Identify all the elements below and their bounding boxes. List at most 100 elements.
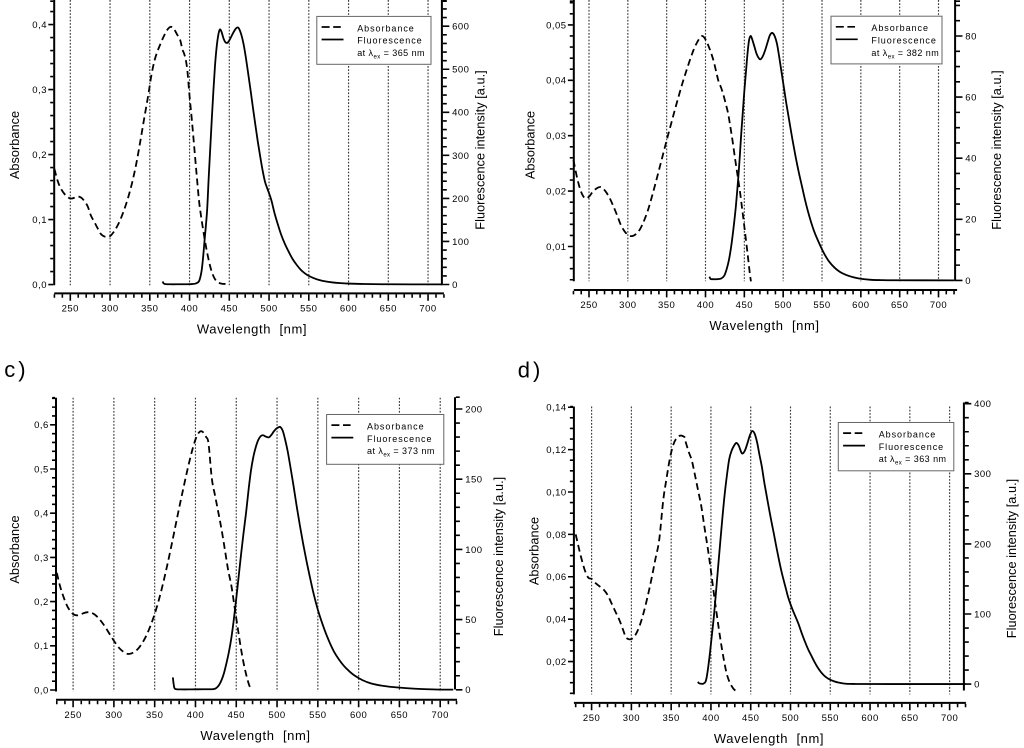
svg-text:Absorbance: Absorbance [879,430,937,440]
svg-text:700: 700 [419,304,436,315]
svg-text:100: 100 [452,237,469,248]
svg-text:350: 350 [662,713,679,724]
svg-text:550: 550 [822,713,839,724]
svg-text:50: 50 [465,615,477,626]
svg-text:450: 450 [228,710,245,721]
svg-text:200: 200 [974,539,991,550]
svg-text:450: 450 [221,304,238,315]
svg-text:0,3: 0,3 [32,85,47,96]
svg-text:500: 500 [774,300,791,311]
svg-text:600: 600 [350,710,367,721]
svg-text:650: 650 [901,713,918,724]
svg-text:0,0: 0,0 [32,280,47,291]
svg-text:Fluorescence intensity [a.u.]: Fluorescence intensity [a.u.] [990,70,1004,229]
svg-text:700: 700 [930,300,947,311]
svg-text:600: 600 [861,713,878,724]
svg-text:350: 350 [141,304,158,315]
svg-text:0,04: 0,04 [546,76,567,87]
svg-text:40: 40 [965,154,977,165]
svg-text:100: 100 [465,545,482,556]
svg-text:Wavelength [nm]: Wavelength [nm] [714,731,824,746]
svg-text:0: 0 [965,276,971,287]
svg-text:300: 300 [623,713,640,724]
svg-text:0,4: 0,4 [32,20,47,31]
svg-text:600: 600 [852,300,869,311]
svg-text:Absorbance: Absorbance [8,111,22,179]
svg-text:60: 60 [965,93,977,104]
svg-text:400: 400 [181,304,198,315]
svg-text:0,0: 0,0 [34,685,49,696]
svg-text:0,01: 0,01 [546,242,567,253]
svg-text:Absorbance: Absorbance [357,23,415,33]
svg-text:300: 300 [974,469,991,480]
svg-text:0,02: 0,02 [546,657,567,668]
svg-text:Fluorescence: Fluorescence [367,434,432,444]
svg-text:300: 300 [105,710,122,721]
svg-text:d): d) [518,358,544,383]
svg-text:0,08: 0,08 [546,530,567,541]
svg-text:600: 600 [340,304,357,315]
svg-text:Absorbance: Absorbance [367,422,425,432]
svg-text:0,05: 0,05 [546,20,567,31]
svg-text:250: 250 [64,710,81,721]
svg-text:350: 350 [146,710,163,721]
svg-text:Fluorescence: Fluorescence [879,442,944,452]
svg-text:250: 250 [62,304,79,315]
svg-text:Wavelength [nm]: Wavelength [nm] [197,322,307,337]
svg-text:20: 20 [965,215,977,226]
svg-text:0: 0 [465,685,471,696]
svg-text:700: 700 [941,713,958,724]
svg-text:550: 550 [309,710,326,721]
svg-text:0,5: 0,5 [34,464,49,475]
svg-text:c): c) [4,357,28,382]
svg-text:400: 400 [974,399,991,410]
svg-text:0,1: 0,1 [32,215,47,226]
svg-text:0,2: 0,2 [32,150,47,161]
svg-text:0: 0 [974,680,980,691]
svg-text:80: 80 [965,31,977,42]
svg-text:700: 700 [432,710,449,721]
svg-text:0,2: 0,2 [34,597,49,608]
svg-text:Absorbance: Absorbance [8,515,22,583]
svg-text:400: 400 [452,108,469,119]
svg-text:Absorbance: Absorbance [871,23,929,33]
svg-text:200: 200 [452,194,469,205]
svg-text:250: 250 [580,300,597,311]
svg-text:100: 100 [974,609,991,620]
svg-text:250: 250 [583,713,600,724]
svg-text:Fluorescence: Fluorescence [871,36,936,46]
svg-text:650: 650 [891,300,908,311]
svg-text:0,1: 0,1 [34,641,49,652]
svg-text:400: 400 [697,300,714,311]
svg-text:550: 550 [813,300,830,311]
svg-text:Wavelength [nm]: Wavelength [nm] [709,318,819,333]
svg-text:0,6: 0,6 [34,420,49,431]
svg-text:450: 450 [736,300,753,311]
svg-text:Fluorescence intensity [a.u.]: Fluorescence intensity [a.u.] [474,70,488,229]
svg-text:Fluorescence intensity [a.u.]: Fluorescence intensity [a.u.] [1005,479,1019,638]
svg-text:0,3: 0,3 [34,553,49,564]
svg-text:Fluorescence intensity [a.u.]: Fluorescence intensity [a.u.] [492,477,506,636]
svg-text:0,06: 0,06 [546,572,567,583]
svg-text:0,02: 0,02 [546,187,567,198]
svg-text:500: 500 [782,713,799,724]
svg-text:550: 550 [300,304,317,315]
svg-text:350: 350 [658,300,675,311]
svg-text:200: 200 [465,404,482,415]
svg-text:150: 150 [465,475,482,486]
svg-text:600: 600 [452,22,469,33]
svg-text:0,14: 0,14 [546,403,567,414]
svg-text:500: 500 [260,304,277,315]
svg-text:500: 500 [268,710,285,721]
svg-text:Wavelength [nm]: Wavelength [nm] [200,728,310,743]
svg-text:Absorbance: Absorbance [523,111,537,179]
svg-text:0,03: 0,03 [546,131,567,142]
svg-text:650: 650 [380,304,397,315]
svg-text:500: 500 [452,65,469,76]
svg-text:450: 450 [742,713,759,724]
svg-text:0,12: 0,12 [546,445,567,456]
svg-text:300: 300 [452,151,469,162]
svg-text:0,4: 0,4 [34,509,49,520]
svg-text:650: 650 [391,710,408,721]
svg-text:0,04: 0,04 [546,615,567,626]
